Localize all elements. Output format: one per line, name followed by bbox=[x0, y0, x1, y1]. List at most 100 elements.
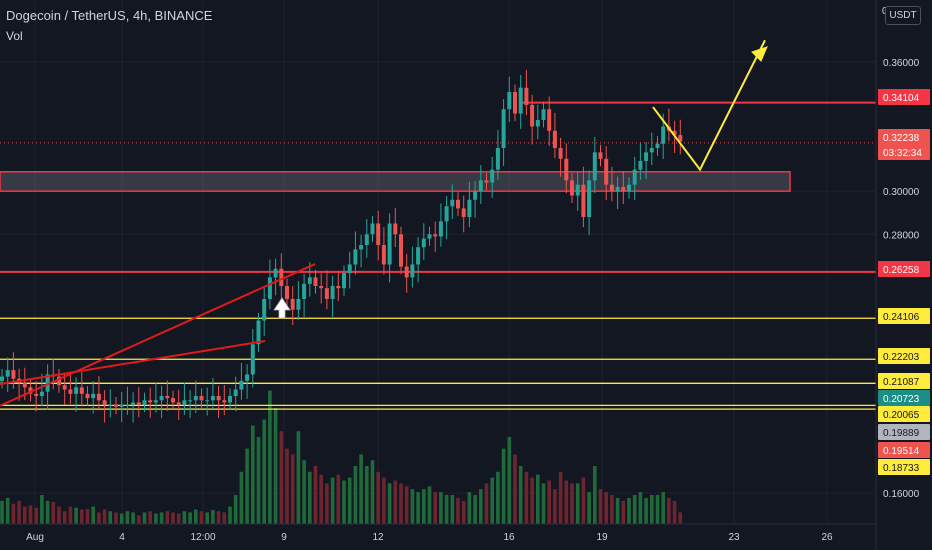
volume-indicator-label[interactable]: Vol bbox=[6, 29, 23, 43]
candle-body bbox=[433, 234, 438, 237]
volume-bar bbox=[410, 489, 415, 524]
time-tick-label: 9 bbox=[281, 532, 287, 543]
candle-body bbox=[102, 400, 107, 405]
volume-bar bbox=[387, 483, 392, 524]
candle-body bbox=[79, 387, 84, 394]
volume-bar bbox=[427, 486, 432, 524]
candle-body bbox=[153, 400, 158, 403]
volume-bar bbox=[433, 492, 437, 524]
volume-bar bbox=[74, 507, 78, 524]
price-label-text: 03:32:34 bbox=[883, 148, 922, 159]
volume-bar bbox=[216, 511, 221, 524]
volume-bar bbox=[593, 466, 597, 524]
candle-body bbox=[114, 404, 118, 407]
candle-body bbox=[68, 389, 73, 394]
candle-body bbox=[267, 277, 272, 299]
volume-bar bbox=[23, 506, 27, 524]
candle-body bbox=[376, 223, 381, 246]
candle-body bbox=[148, 400, 153, 403]
volume-bar bbox=[233, 495, 238, 524]
candle-body bbox=[410, 264, 415, 278]
volume-bar bbox=[262, 419, 266, 524]
volume-bar bbox=[131, 512, 135, 524]
candle-body bbox=[359, 245, 364, 250]
volume-bar bbox=[68, 506, 73, 524]
candle-body bbox=[513, 91, 517, 114]
price-label-support: 0.20065 bbox=[878, 406, 930, 422]
candle-body bbox=[142, 400, 147, 405]
candle-body bbox=[256, 320, 261, 345]
volume-bar bbox=[148, 511, 152, 524]
candle-body bbox=[518, 87, 523, 114]
volume-bar bbox=[461, 500, 466, 524]
candle-body bbox=[91, 393, 96, 399]
volume-bar bbox=[125, 511, 130, 524]
volume-bar bbox=[615, 497, 620, 524]
price-label-bg bbox=[878, 129, 930, 145]
candle-body bbox=[171, 398, 175, 403]
time-tick-label: 12:00 bbox=[190, 532, 215, 543]
volume-bar bbox=[97, 512, 101, 524]
volume-bar bbox=[137, 515, 141, 524]
candle-body bbox=[62, 385, 67, 390]
price-label-text: 0.20065 bbox=[883, 410, 920, 421]
volume-bar bbox=[165, 511, 170, 524]
candle-body bbox=[552, 130, 557, 149]
candle-body bbox=[399, 234, 403, 267]
candle-body bbox=[5, 370, 10, 377]
candle-body bbox=[302, 283, 307, 299]
volume-bar bbox=[205, 512, 209, 524]
candle-body bbox=[319, 286, 324, 289]
price-axis: 0.16000 0.28000 0.30000 0.36000 0.34104 0.322… bbox=[875, 0, 930, 550]
volume-bar bbox=[536, 474, 540, 524]
volume-bar bbox=[34, 507, 38, 524]
volume-bar bbox=[273, 408, 278, 524]
volume-bar bbox=[518, 466, 523, 524]
candle-body bbox=[290, 298, 295, 310]
volume-bar bbox=[142, 512, 147, 524]
volume-bar bbox=[456, 497, 460, 524]
volume-bar bbox=[382, 477, 386, 524]
candle-body bbox=[575, 184, 580, 196]
candle-body bbox=[393, 223, 398, 235]
volume-bar bbox=[353, 466, 358, 524]
resistance-zone-layer bbox=[0, 171, 791, 192]
candle-body bbox=[233, 389, 238, 396]
volume-bar bbox=[45, 500, 50, 524]
price-label-support: 0.18733 bbox=[878, 459, 930, 475]
candle-body bbox=[228, 395, 232, 403]
candle-body bbox=[0, 376, 4, 381]
price-label-support: 0.22203 bbox=[878, 348, 930, 364]
volume-bar bbox=[473, 495, 477, 524]
volume-bar bbox=[547, 480, 551, 524]
candle-body bbox=[444, 206, 449, 222]
volume-bar bbox=[285, 448, 289, 524]
volume-bar bbox=[530, 477, 534, 524]
currency-button[interactable]: USDT bbox=[885, 6, 921, 25]
candle-body bbox=[570, 180, 574, 196]
candle-body bbox=[530, 104, 535, 127]
symbol-title: Dogecoin / TetherUS, 4h, BINANCE bbox=[6, 8, 213, 23]
candle-body bbox=[273, 268, 278, 278]
grid-lines bbox=[0, 0, 876, 524]
candle-body bbox=[638, 160, 643, 170]
candle-body bbox=[342, 273, 346, 289]
volume-bar bbox=[650, 495, 654, 524]
volume-bar bbox=[325, 483, 329, 524]
candle-body bbox=[165, 395, 170, 399]
candle-body bbox=[324, 288, 329, 299]
volume-bar bbox=[296, 431, 301, 524]
volume-bar bbox=[171, 512, 175, 524]
price-label-text: 0.26258 bbox=[883, 265, 920, 276]
volume-bar bbox=[114, 512, 118, 524]
candle-body bbox=[461, 208, 466, 218]
volume-bar bbox=[194, 509, 198, 524]
volume-bar bbox=[627, 497, 631, 524]
volume-bar bbox=[40, 495, 44, 524]
candle-body bbox=[353, 249, 358, 265]
volume-bar bbox=[85, 508, 90, 524]
price-label-bg bbox=[878, 424, 930, 440]
volume-bar bbox=[644, 497, 648, 524]
candle-body bbox=[661, 126, 666, 144]
